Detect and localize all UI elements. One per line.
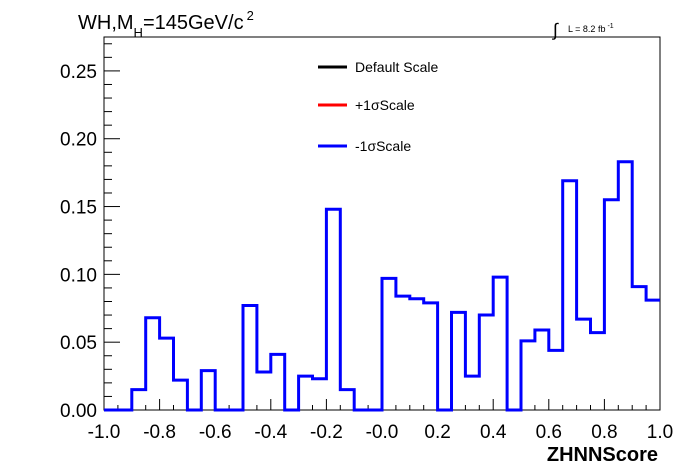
x-tick-label: -1.0: [88, 422, 121, 443]
histogram-bin: [271, 354, 285, 410]
histogram-bin: [604, 200, 618, 410]
series-layer: [104, 160, 660, 412]
y-tick-label: 0.05: [60, 333, 97, 354]
histogram-bin: [535, 330, 549, 410]
histogram-bin: [618, 162, 632, 410]
histogram-bin: [632, 287, 646, 410]
histogram-bin: [257, 372, 271, 410]
x-axis: -1.0 -0.8 -0.6 -0.4 -0.2 -0.0 0.2 0.4 0.6 0.8 1.0: [88, 399, 673, 443]
x-tick-label: 0.8: [591, 422, 617, 443]
x-tick-label: -0.6: [199, 422, 232, 443]
histogram-bin: [424, 303, 438, 410]
y-tick-label: 0.15: [60, 198, 97, 219]
y-tick-label: 0.25: [60, 62, 97, 83]
integral-symbol: ∫: [551, 20, 559, 40]
y-tick-label: 0.10: [60, 265, 97, 286]
histogram-bin: [146, 318, 160, 410]
histogram-bin: [396, 296, 410, 410]
x-tick-label: -0.0: [366, 422, 399, 443]
histogram-line-minus1sigma: [104, 160, 660, 412]
histogram-bin: [243, 306, 257, 410]
histogram-bin: [563, 181, 577, 410]
x-tick-label: 1.0: [647, 422, 673, 443]
histogram-bin: [174, 380, 188, 410]
legend-label-default-scale: Default Scale: [355, 59, 438, 75]
x-tick-label: 0.2: [424, 422, 450, 443]
histogram-bin: [382, 278, 396, 410]
histogram-bin: [452, 312, 466, 410]
histogram-bin: [201, 371, 215, 410]
x-tick-label: 0.4: [480, 422, 507, 443]
legend-label-minus1sigma: -1σScale: [355, 138, 411, 154]
histogram-bin: [549, 350, 563, 410]
y-tick-label: 0.00: [60, 401, 97, 422]
histogram-bin: [465, 376, 479, 410]
histogram-bin: [340, 390, 354, 410]
histogram-bin: [299, 376, 313, 410]
x-axis-label: ZHNNScore: [547, 444, 658, 466]
histogram-bin: [591, 333, 605, 410]
x-tick-label: 0.6: [536, 422, 562, 443]
histogram-bin: [160, 338, 174, 410]
x-tick-label: -0.8: [143, 422, 176, 443]
histogram-bin: [313, 379, 327, 410]
legend-label-plus1sigma: +1σScale: [355, 97, 415, 113]
histogram-bin: [577, 319, 591, 410]
histogram-bin: [521, 341, 535, 410]
histogram-bin: [132, 390, 146, 410]
x-tick-label: -0.2: [310, 422, 343, 443]
chart-title: WH,MH=145GeV/c 2: [78, 8, 254, 40]
histogram-bin: [410, 299, 424, 410]
histogram-bin: [493, 277, 507, 410]
histogram-bin: [326, 209, 340, 410]
legend: Default Scale +1σScale -1σScale: [318, 59, 438, 154]
histogram-bin: [646, 300, 660, 410]
lumi-label: L = 8.2 fb -1: [568, 23, 614, 34]
x-tick-label: -0.4: [254, 422, 287, 443]
histogram-bin: [479, 315, 493, 410]
y-tick-label: 0.20: [60, 130, 97, 151]
y-axis: 0.00 0.05 0.10 0.15 0.20 0.25: [60, 43, 120, 422]
